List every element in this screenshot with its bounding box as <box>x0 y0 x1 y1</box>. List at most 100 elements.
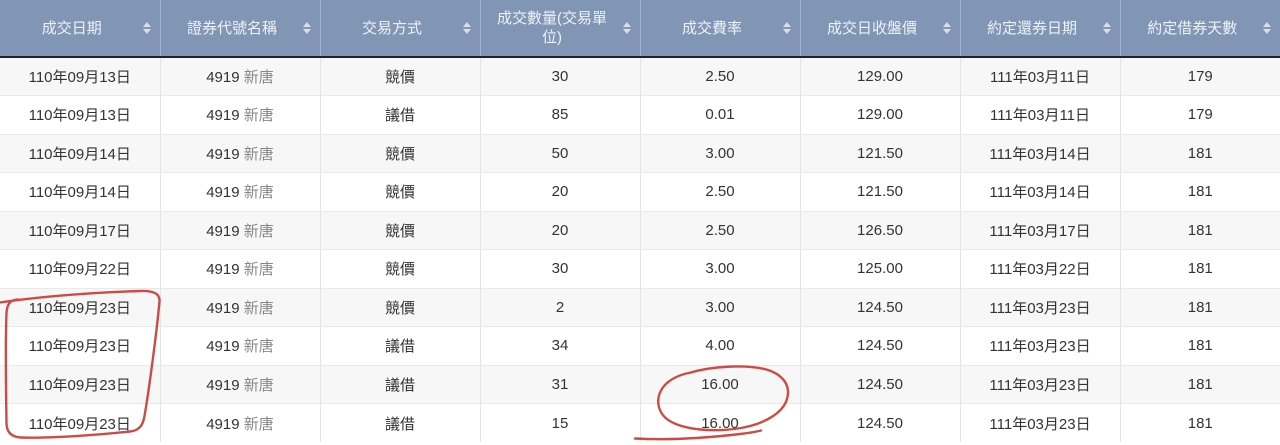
cell-volume: 20 <box>479 172 640 212</box>
column-header-return-date[interactable]: 約定還券日期 <box>959 0 1120 58</box>
cell-method: 議借 <box>319 326 480 366</box>
column-header-trade-date[interactable]: 成交日期 <box>0 0 160 58</box>
security-name: 新唐 <box>243 69 274 86</box>
cell-volume: 15 <box>479 403 640 442</box>
cell-return-date: 111年03月23日 <box>959 326 1120 366</box>
cell-volume: 30 <box>479 249 640 289</box>
cell-trade-date: 110年09月13日 <box>0 57 160 96</box>
cell-method: 競價 <box>319 211 480 250</box>
cell-return-date: 111年03月23日 <box>959 365 1120 404</box>
cell-security: 4919 新唐 <box>159 249 320 289</box>
cell-borrow-days: 179 <box>1119 95 1280 135</box>
table-row: 110年09月17日 4919 新唐 競價 20 2.50 126.50 111年03月17… <box>0 211 1280 250</box>
table-row: 110年09月13日 4919 新唐 競價 30 2.50 129.00 111年03月11… <box>0 57 1280 96</box>
cell-close-price: 124.50 <box>799 403 960 442</box>
cell-close-price: 124.50 <box>799 326 960 366</box>
security-name: 新唐 <box>243 261 274 279</box>
column-header-label: 約定借券天數 <box>1147 19 1238 37</box>
cell-security: 4919 新唐 <box>159 403 320 442</box>
table-body: 110年09月13日 4919 新唐 競價 30 2.50 129.00 111年03月11… <box>0 57 1280 442</box>
column-header-method[interactable]: 交易方式 <box>319 0 480 58</box>
column-header-label: 成交數量(交易單位) <box>497 10 607 46</box>
sort-icon[interactable] <box>302 22 311 34</box>
cell-trade-date: 110年09月14日 <box>0 134 160 173</box>
cell-borrow-days: 181 <box>1119 326 1280 366</box>
column-header-label: 成交日期 <box>41 19 102 37</box>
cell-volume: 50 <box>479 134 640 173</box>
cell-method: 議借 <box>319 365 480 404</box>
cell-borrow-days: 181 <box>1119 288 1280 327</box>
cell-method: 競價 <box>319 172 480 212</box>
column-header-security[interactable]: 證券代號名稱 <box>159 0 320 58</box>
cell-return-date: 111年03月17日 <box>959 211 1120 250</box>
cell-trade-date: 110年09月14日 <box>0 172 160 212</box>
sort-icon[interactable] <box>622 22 631 34</box>
cell-trade-date: 110年09月22日 <box>0 249 160 289</box>
security-name: 新唐 <box>243 222 274 240</box>
sort-icon[interactable] <box>462 22 471 34</box>
cell-security: 4919 新唐 <box>159 288 320 327</box>
cell-borrow-days: 181 <box>1119 403 1280 442</box>
cell-borrow-days: 179 <box>1119 57 1280 96</box>
security-name: 新唐 <box>243 299 274 317</box>
column-header-volume[interactable]: 成交數量(交易單位) <box>479 0 640 58</box>
cell-return-date: 111年03月22日 <box>959 249 1120 289</box>
cell-fee-rate: 3.00 <box>639 288 800 327</box>
security-name: 新唐 <box>243 184 274 202</box>
column-header-label: 成交日收盤價 <box>826 19 917 37</box>
cell-method: 議借 <box>319 95 480 135</box>
security-name: 新唐 <box>243 338 274 356</box>
table-row: 110年09月14日 4919 新唐 競價 20 2.50 121.50 111年03月14… <box>0 172 1280 212</box>
cell-volume: 85 <box>479 95 640 135</box>
sort-icon[interactable] <box>1102 22 1111 34</box>
cell-fee-rate: 0.01 <box>639 95 800 135</box>
cell-borrow-days: 181 <box>1119 365 1280 404</box>
cell-fee-rate: 3.00 <box>639 134 800 173</box>
cell-return-date: 111年03月14日 <box>959 172 1120 212</box>
cell-fee-rate: 2.50 <box>639 211 800 250</box>
table-row: 110年09月23日 4919 新唐 競價 2 3.00 124.50 111年03月23日… <box>0 288 1280 327</box>
cell-fee-rate: 3.00 <box>639 249 800 289</box>
cell-borrow-days: 181 <box>1119 249 1280 289</box>
table-row: 110年09月14日 4919 新唐 競價 50 3.00 121.50 111年03月14… <box>0 134 1280 173</box>
sort-icon[interactable] <box>942 22 951 34</box>
security-name: 新唐 <box>243 107 274 125</box>
cell-method: 競價 <box>319 249 480 289</box>
cell-security: 4919 新唐 <box>159 365 320 404</box>
cell-trade-date: 110年09月23日 <box>0 365 160 404</box>
cell-trade-date: 110年09月17日 <box>0 211 160 250</box>
cell-close-price: 129.00 <box>799 95 960 135</box>
cell-fee-rate: 2.50 <box>639 172 800 212</box>
column-header-label: 交易方式 <box>361 19 422 37</box>
sort-icon[interactable] <box>782 22 791 34</box>
column-header-label: 證券代號名稱 <box>186 19 277 37</box>
table-row: 110年09月23日 4919 新唐 議借 34 4.00 124.50 111年03月23… <box>0 326 1280 366</box>
cell-trade-date: 110年09月13日 <box>0 95 160 135</box>
security-code: 4919 <box>206 107 244 125</box>
cell-fee-rate: 16.00 <box>639 403 800 442</box>
security-code: 4919 <box>206 376 244 394</box>
cell-close-price: 129.00 <box>799 57 960 96</box>
column-header-borrow-days[interactable]: 約定借券天數 <box>1119 0 1280 58</box>
sort-icon[interactable] <box>1263 22 1271 34</box>
security-name: 新唐 <box>243 145 274 163</box>
security-code: 4919 <box>206 338 244 356</box>
column-header-fee-rate[interactable]: 成交費率 <box>639 0 800 58</box>
cell-return-date: 111年03月23日 <box>959 403 1120 442</box>
security-code: 4919 <box>206 415 244 433</box>
cell-trade-date: 110年09月23日 <box>0 288 160 327</box>
security-name: 新唐 <box>243 376 274 394</box>
security-name: 新唐 <box>243 415 274 433</box>
cell-method: 競價 <box>319 288 480 327</box>
sort-icon[interactable] <box>142 22 151 34</box>
security-code: 4919 <box>206 222 244 240</box>
security-code: 4919 <box>206 145 244 163</box>
cell-volume: 2 <box>479 288 640 327</box>
column-header-close-price[interactable]: 成交日收盤價 <box>799 0 960 58</box>
cell-borrow-days: 181 <box>1119 211 1280 250</box>
security-code: 4919 <box>206 261 244 279</box>
column-header-label: 成交費率 <box>681 19 742 37</box>
table-row: 110年09月13日 4919 新唐 議借 85 0.01 129.00 111年03月11… <box>0 95 1280 135</box>
